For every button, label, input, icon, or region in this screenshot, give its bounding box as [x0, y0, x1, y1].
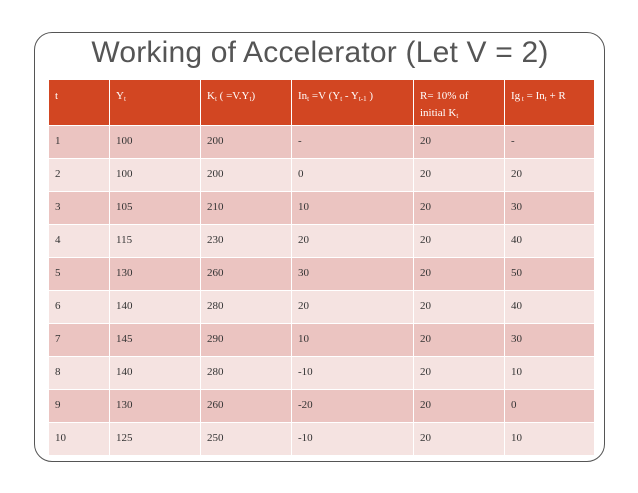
table-cell: 1	[48, 125, 110, 159]
header-cell-ig: Ig t = Int + R	[504, 79, 595, 126]
table-cell: 200	[200, 158, 292, 192]
table-cell: 200	[200, 125, 292, 159]
table-row: 7 145 290 10 20 30	[48, 323, 595, 357]
table-cell: 230	[200, 224, 292, 258]
table-cell: 0	[291, 158, 414, 192]
table-cell: 10	[48, 422, 110, 456]
table-cell: -	[504, 125, 595, 159]
table-row: 8 140 280 -10 20 10	[48, 356, 595, 390]
table-cell: 260	[200, 389, 292, 423]
table-cell: 4	[48, 224, 110, 258]
table-cell: -	[291, 125, 414, 159]
table-cell: 40	[504, 224, 595, 258]
table-cell: 145	[109, 323, 201, 357]
table-cell: 6	[48, 290, 110, 324]
header-cell-t: t	[48, 79, 110, 126]
table-row: 4 115 230 20 20 40	[48, 224, 595, 258]
table-cell: 20	[413, 422, 505, 456]
table-cell: 20	[291, 224, 414, 258]
table-cell: 100	[109, 125, 201, 159]
table-cell: -10	[291, 422, 414, 456]
table-cell: 130	[109, 389, 201, 423]
table-cell: 210	[200, 191, 292, 225]
table-row: 10 125 250 -10 20 10	[48, 422, 595, 456]
table-cell: 280	[200, 356, 292, 390]
table-cell: -10	[291, 356, 414, 390]
table-cell: 30	[291, 257, 414, 291]
slide-title: Working of Accelerator (Let V = 2)	[91, 36, 549, 69]
table-cell: 260	[200, 257, 292, 291]
table-cell: 20	[413, 191, 505, 225]
table-cell: 290	[200, 323, 292, 357]
table-cell: 30	[504, 323, 595, 357]
table-cell: 20	[413, 158, 505, 192]
table-cell: 20	[413, 389, 505, 423]
table-cell: 2	[48, 158, 110, 192]
accelerator-table: t Yt Kt ( =V.Yt) Int =V (Yt - Yt-1 ) R= …	[48, 79, 595, 456]
table-cell: 20	[413, 356, 505, 390]
table-cell: 20	[291, 290, 414, 324]
table-row: 6 140 280 20 20 40	[48, 290, 595, 324]
table-cell: 8	[48, 356, 110, 390]
table-cell: 115	[109, 224, 201, 258]
table-cell: 20	[413, 125, 505, 159]
table-cell: 30	[504, 191, 595, 225]
table-cell: 20	[504, 158, 595, 192]
table-header-row: t Yt Kt ( =V.Yt) Int =V (Yt - Yt-1 ) R= …	[48, 79, 595, 126]
table-body: 1 100 200 - 20 - 2 100 200 0 20 20 3 105…	[48, 125, 595, 456]
table-cell: 10	[504, 356, 595, 390]
table-cell: 3	[48, 191, 110, 225]
table-cell: 100	[109, 158, 201, 192]
table-cell: 105	[109, 191, 201, 225]
table-row: 3 105 210 10 20 30	[48, 191, 595, 225]
table-cell: 5	[48, 257, 110, 291]
table-cell: 40	[504, 290, 595, 324]
table-cell: 0	[504, 389, 595, 423]
table-cell: 20	[413, 323, 505, 357]
table-cell: 250	[200, 422, 292, 456]
table-cell: 125	[109, 422, 201, 456]
header-cell-kt: Kt ( =V.Yt)	[200, 79, 292, 126]
table-row: 5 130 260 30 20 50	[48, 257, 595, 291]
slide-frame	[34, 32, 605, 462]
table-row: 1 100 200 - 20 -	[48, 125, 595, 159]
table-cell: 20	[413, 257, 505, 291]
table-cell: 10	[504, 422, 595, 456]
table-cell: 140	[109, 290, 201, 324]
table-cell: 10	[291, 323, 414, 357]
table-cell: 280	[200, 290, 292, 324]
table-row: 2 100 200 0 20 20	[48, 158, 595, 192]
table-cell: 9	[48, 389, 110, 423]
table-cell: 140	[109, 356, 201, 390]
header-cell-int: Int =V (Yt - Yt-1 )	[291, 79, 414, 126]
table-cell: 50	[504, 257, 595, 291]
table-cell: -20	[291, 389, 414, 423]
table-row: 9 130 260 -20 20 0	[48, 389, 595, 423]
table-cell: 20	[413, 290, 505, 324]
table-cell: 7	[48, 323, 110, 357]
table-cell: 10	[291, 191, 414, 225]
table-cell: 130	[109, 257, 201, 291]
header-cell-yt: Yt	[109, 79, 201, 126]
header-cell-r: R= 10% of initial Kt	[413, 79, 505, 126]
table-cell: 20	[413, 224, 505, 258]
